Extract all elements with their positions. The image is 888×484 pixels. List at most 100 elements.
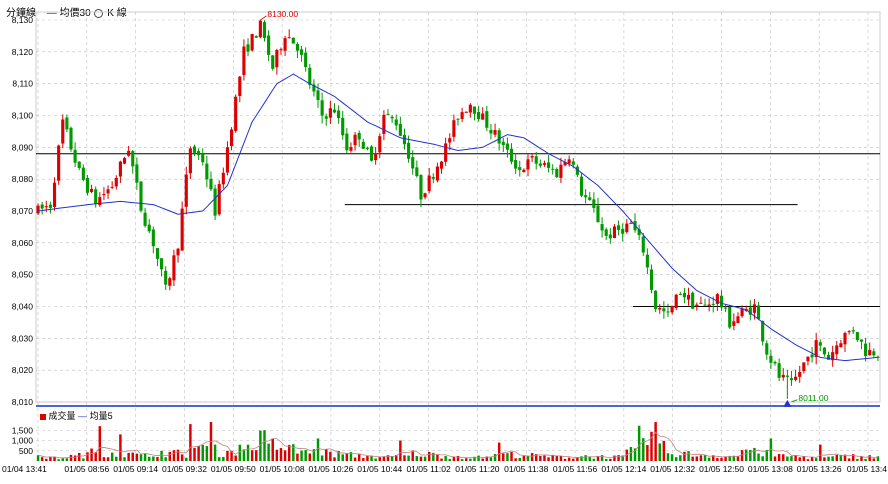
volume-bar [296, 453, 299, 461]
candle-body [489, 129, 493, 134]
volume-bar [238, 444, 242, 461]
candle-body [337, 110, 341, 119]
candle-body [826, 354, 831, 360]
volume-bar [271, 438, 274, 461]
candle-body [57, 145, 61, 181]
volume-bar [357, 453, 361, 461]
candle-body [559, 164, 563, 178]
volume-bar [456, 455, 460, 461]
candle-body [341, 117, 345, 136]
candle-body [85, 177, 90, 193]
volume-bar [691, 456, 694, 461]
candle-body [361, 141, 365, 149]
candle-body [818, 342, 822, 346]
volume-bar [720, 457, 723, 461]
candle-body [98, 197, 102, 206]
volume-bar [806, 459, 810, 461]
volume-bar [613, 455, 616, 461]
volume-bar [703, 455, 707, 461]
candle-body [48, 204, 52, 208]
volume-bar [292, 444, 295, 461]
volume-bar [259, 430, 262, 461]
volume-bar [152, 456, 155, 461]
candle-body [534, 156, 538, 164]
candle-body [102, 194, 106, 196]
candle-body [765, 343, 769, 355]
volume-bar [823, 457, 826, 461]
candle-body [617, 225, 621, 230]
price-tick-label: 8,040 [12, 302, 34, 312]
volume-bar [876, 456, 880, 461]
volume-ma5-line [38, 431, 878, 459]
time-tick-label: 01/05 11:02 [406, 464, 451, 474]
volume-bar [308, 453, 312, 461]
candle-body [365, 147, 369, 149]
volume-bar [180, 454, 184, 461]
volume-bar [819, 444, 822, 461]
volume-bar [485, 456, 489, 461]
price-tick-label: 8,020 [12, 365, 34, 375]
candle-body [291, 37, 295, 44]
candle-body [172, 255, 176, 281]
candle-body [728, 306, 732, 328]
time-tick-label: 01/05 09:14 [113, 464, 158, 474]
volume-bar [749, 449, 752, 461]
candle-body [90, 188, 94, 193]
volume-bar [674, 457, 678, 461]
volume-bar [226, 450, 229, 461]
volume-bar [609, 458, 612, 461]
candle-body [497, 130, 501, 144]
volume-bar [102, 457, 106, 461]
volume-bar [53, 456, 56, 461]
volume-bar [69, 454, 73, 461]
candle-body [386, 113, 390, 115]
time-tick-label: 01/05 09:50 [211, 464, 256, 474]
volume-bar [539, 455, 542, 461]
candle-body [781, 374, 785, 378]
candle-body [246, 44, 250, 52]
volume-bar [716, 458, 719, 461]
candle-body [213, 188, 217, 216]
candle-body [324, 116, 328, 119]
candle-body [201, 153, 205, 163]
volume-bar [753, 447, 756, 461]
volume-bar [65, 458, 69, 461]
volume-bar [246, 444, 250, 461]
time-tick-label: 01/04 13:41 [2, 464, 47, 474]
price-tick-label: 8,050 [12, 270, 34, 280]
volume-bar [460, 459, 464, 461]
volume-bar [856, 458, 859, 461]
volume-bar [699, 455, 703, 461]
candle-body [641, 236, 645, 253]
volume-bar [448, 458, 452, 461]
volume-bar [341, 454, 344, 461]
time-tick-label: 01/05 10:08 [260, 464, 305, 474]
volume-bar [637, 425, 641, 461]
candle-body [168, 278, 172, 286]
candle-body [164, 270, 168, 285]
volume-bar [794, 455, 797, 461]
volume-bar [559, 455, 563, 461]
candle-body [551, 168, 555, 170]
candle-body [460, 112, 464, 119]
volume-bar [349, 452, 353, 461]
volume-bar [143, 453, 147, 461]
volume-bar [872, 458, 876, 461]
candle-body [505, 143, 509, 150]
ma-settings-circle-icon[interactable] [94, 8, 104, 18]
volume-bar [687, 451, 690, 461]
candle-body [658, 307, 662, 310]
candle-body [715, 294, 719, 304]
volume-bar [534, 454, 538, 461]
volume-bar [847, 458, 851, 461]
horizontal-reference-lines [36, 153, 880, 307]
candle-body [584, 195, 588, 198]
candle-body [843, 333, 847, 345]
candle-body [707, 304, 711, 307]
candle-body [649, 269, 654, 290]
candle-body [740, 308, 744, 317]
volume-bar [86, 452, 89, 461]
candle-body [52, 182, 57, 207]
volume-bar [732, 455, 736, 461]
